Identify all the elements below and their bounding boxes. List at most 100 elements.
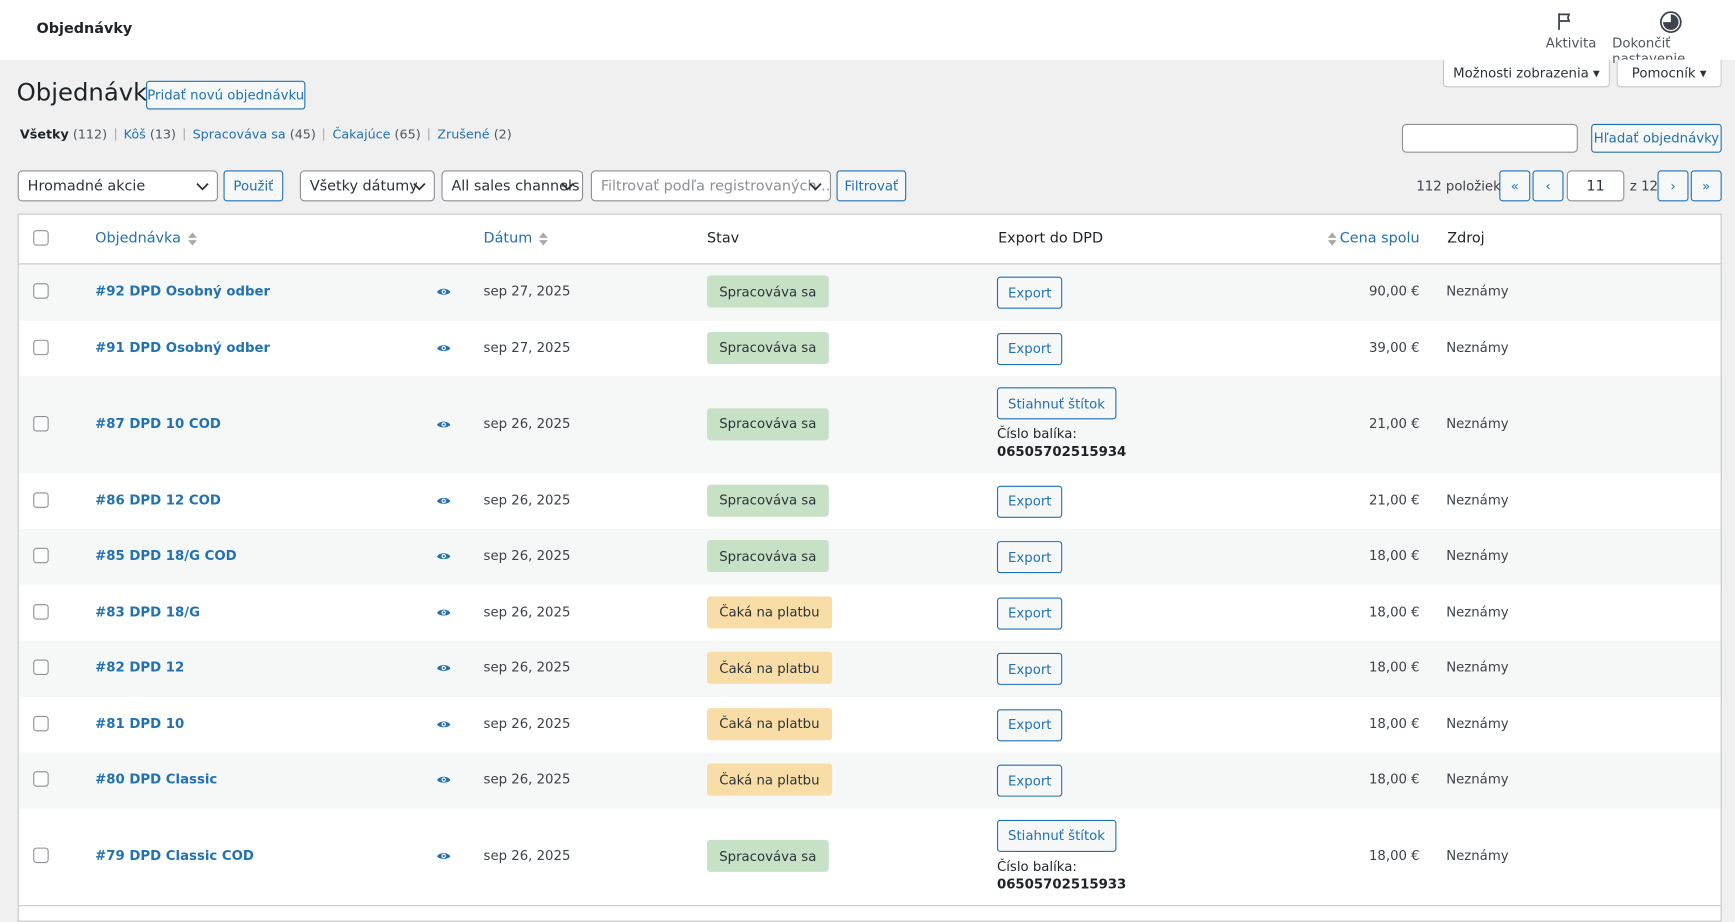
- export-button[interactable]: Export: [996, 541, 1063, 574]
- current-page-input[interactable]: 11: [1566, 170, 1625, 202]
- view-item[interactable]: Spracováva sa (45): [193, 126, 316, 141]
- export-button[interactable]: Export: [996, 597, 1063, 630]
- screen-options-button[interactable]: Možnosti zobrazenia ▾: [1442, 59, 1610, 88]
- order-link[interactable]: #92 DPD Osobný odber: [95, 283, 271, 300]
- total-pages: z 12: [1629, 178, 1658, 194]
- order-link[interactable]: #87 DPD 10 COD: [95, 415, 221, 432]
- row-checkbox[interactable]: [33, 283, 49, 300]
- column-header[interactable]: Objednávka: [95, 230, 197, 247]
- last-page-button[interactable]: »: [1690, 170, 1722, 202]
- row-checkbox[interactable]: [33, 415, 49, 432]
- order-date: sep 26, 2025: [483, 415, 571, 432]
- view-label: Kôš: [123, 126, 146, 142]
- order-link[interactable]: #91 DPD Osobný odber: [95, 339, 271, 355]
- column-header-label: Zdroj: [1447, 230, 1485, 247]
- search-button[interactable]: Hľadať objednávky: [1591, 123, 1722, 153]
- download-label-button[interactable]: Stiahnuť štítok: [996, 819, 1117, 852]
- column-header-label: Dátum: [483, 230, 533, 247]
- progress-icon[interactable]: [1659, 10, 1683, 34]
- export-button[interactable]: Export: [996, 764, 1063, 797]
- order-total: 18,00 €: [1368, 603, 1420, 620]
- order-link[interactable]: #80 DPD Classic: [95, 771, 218, 787]
- order-date: sep 26, 2025: [483, 715, 571, 732]
- next-page-button[interactable]: ›: [1657, 170, 1689, 202]
- order-link[interactable]: #85 DPD 18/G COD: [95, 547, 237, 564]
- export-button[interactable]: Export: [996, 276, 1063, 309]
- row-checkbox[interactable]: [33, 547, 49, 564]
- order-total: 21,00 €: [1368, 492, 1420, 508]
- order-date: sep 26, 2025: [483, 659, 571, 676]
- order-date: sep 27, 2025: [483, 339, 571, 355]
- apply-button[interactable]: Použiť: [223, 170, 284, 202]
- preview-icon[interactable]: [436, 774, 451, 789]
- preview-icon[interactable]: [436, 662, 451, 677]
- order-total: 18,00 €: [1368, 847, 1420, 864]
- order-link[interactable]: #86 DPD 12 COD: [95, 492, 221, 508]
- dates-label: Všetky dátumy: [309, 177, 418, 195]
- order-source: Neznámy: [1446, 547, 1509, 564]
- row-checkbox[interactable]: [33, 492, 49, 508]
- preview-icon[interactable]: [436, 606, 451, 621]
- order-source: Neznámy: [1446, 771, 1509, 787]
- select-all-checkbox[interactable]: [33, 230, 49, 246]
- column-header[interactable]: Cena spolu: [1327, 230, 1420, 247]
- view-item[interactable]: Všetky (112): [20, 126, 107, 141]
- prev-page-button[interactable]: ‹: [1532, 170, 1564, 202]
- view-item[interactable]: Čakajúce (65): [332, 126, 420, 141]
- order-status: Spracováva sa: [707, 408, 829, 441]
- preview-icon[interactable]: [436, 342, 451, 357]
- channels-select[interactable]: All sales channels: [441, 170, 584, 202]
- row-checkbox[interactable]: [33, 715, 49, 732]
- order-status: Čaká na platbu: [707, 596, 832, 629]
- order-total: 90,00 €: [1368, 283, 1420, 300]
- order-link[interactable]: #83 DPD 18/G: [95, 603, 201, 620]
- order-status: Čaká na platbu: [707, 652, 832, 685]
- preview-icon[interactable]: [436, 418, 451, 433]
- activity-label[interactable]: Aktivita: [1545, 35, 1597, 51]
- search-input[interactable]: [1401, 123, 1578, 153]
- preview-icon[interactable]: [436, 718, 451, 733]
- row-checkbox[interactable]: [33, 603, 49, 620]
- parcel-label: Číslo balíka:: [996, 858, 1077, 874]
- export-button[interactable]: Export: [996, 485, 1063, 518]
- column-header[interactable]: Dátum: [483, 230, 548, 247]
- row-checkbox[interactable]: [33, 659, 49, 676]
- order-total: 18,00 €: [1368, 659, 1420, 676]
- order-link[interactable]: #82 DPD 12: [95, 659, 185, 676]
- filter-button[interactable]: Filtrovať: [836, 170, 907, 202]
- order-link[interactable]: #79 DPD Classic COD: [95, 847, 254, 864]
- order-status: Spracováva sa: [707, 840, 829, 873]
- view-item[interactable]: Zrušené (2): [437, 126, 511, 141]
- flag-icon[interactable]: [1556, 11, 1576, 31]
- bulk-actions-select[interactable]: Hromadné akcie: [17, 170, 218, 202]
- row-checkbox[interactable]: [33, 771, 49, 787]
- order-status: Spracováva sa: [707, 331, 829, 364]
- view-separator: [323, 128, 325, 141]
- preview-icon[interactable]: [436, 286, 451, 301]
- column-header-label: Cena spolu: [1339, 230, 1420, 247]
- view-separator: [183, 128, 185, 141]
- add-new-button[interactable]: Pridať novú objednávku: [146, 80, 306, 110]
- preview-icon[interactable]: [436, 550, 451, 565]
- export-button[interactable]: Export: [996, 332, 1063, 365]
- top-title: Objednávky: [36, 21, 133, 38]
- export-button[interactable]: Export: [996, 708, 1063, 742]
- first-page-button[interactable]: «: [1499, 170, 1531, 202]
- order-status: Spracováva sa: [707, 275, 829, 308]
- export-button[interactable]: Export: [996, 653, 1063, 686]
- order-status: Čaká na platbu: [707, 763, 832, 796]
- parcel-label: Číslo balíka:: [996, 426, 1077, 442]
- customer-select[interactable]: Filtrovať podľa registrovaných ...: [590, 170, 831, 202]
- order-link[interactable]: #81 DPD 10: [95, 715, 185, 732]
- preview-icon[interactable]: [436, 494, 451, 509]
- row-checkbox[interactable]: [33, 339, 49, 355]
- dates-select[interactable]: Všetky dátumy: [299, 170, 435, 202]
- download-label-button[interactable]: Stiahnuť štítok: [996, 387, 1117, 420]
- help-button[interactable]: Pomocník ▾: [1616, 59, 1722, 88]
- order-date: sep 26, 2025: [483, 547, 571, 564]
- view-item[interactable]: Kôš (13): [124, 126, 176, 141]
- order-date: sep 26, 2025: [483, 771, 571, 787]
- preview-icon[interactable]: [436, 850, 451, 865]
- row-checkbox[interactable]: [33, 847, 49, 864]
- column-header: Zdroj: [1447, 230, 1484, 247]
